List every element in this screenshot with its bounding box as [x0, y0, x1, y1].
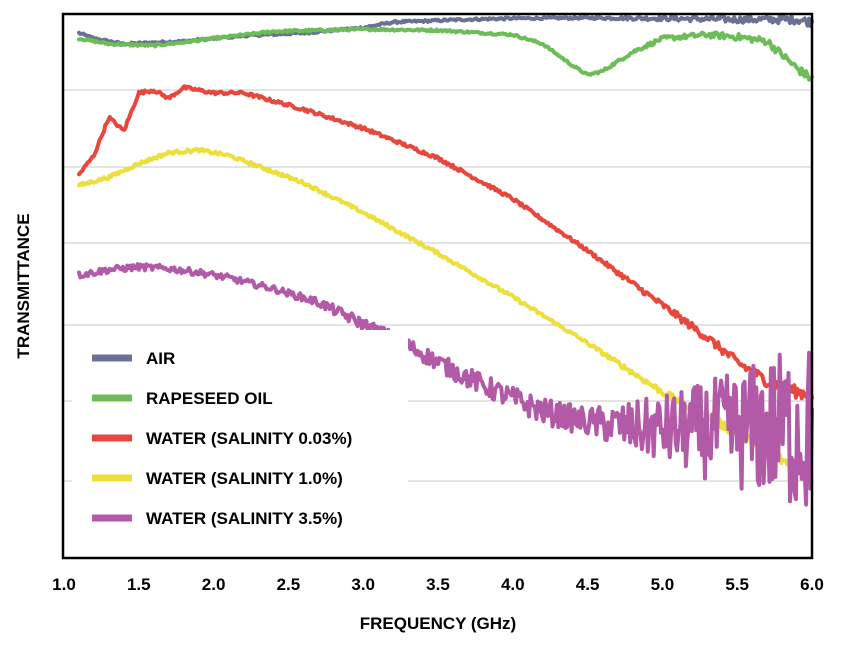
y-axis-title: TRANSMITTANCE	[14, 213, 33, 358]
x-tick-label: 6.0	[800, 575, 824, 594]
series-line-2	[77, 84, 814, 401]
x-tick-label: 2.0	[202, 575, 226, 594]
x-tick-label: 3.0	[351, 575, 375, 594]
x-axis-title: FREQUENCY (GHz)	[360, 614, 516, 633]
x-tick-label: 5.0	[651, 575, 675, 594]
x-tick-label: 5.5	[725, 575, 749, 594]
x-tick-label: 2.5	[277, 575, 301, 594]
x-tick-label: 4.0	[501, 575, 525, 594]
series-lines	[77, 13, 814, 507]
legend-label: WATER (SALINITY 0.03%)	[146, 429, 352, 448]
x-tick-label: 1.0	[52, 575, 76, 594]
legend-label: AIR	[146, 349, 175, 368]
x-axis-ticks: 1.0 1.5 2.0 2.5 3.0 3.5 4.0 4.5 5.0 5.5 6.0	[52, 575, 824, 594]
series-line-1	[77, 26, 814, 82]
x-tick-label: 1.5	[127, 575, 151, 594]
x-tick-label: 3.5	[426, 575, 450, 594]
plot-area-frame	[61, 12, 814, 560]
legend-label: RAPESEED OIL	[146, 389, 273, 408]
x-tick-label: 4.5	[576, 575, 600, 594]
legend-label: WATER (SALINITY 1.0%)	[146, 469, 343, 488]
legend-label: WATER (SALINITY 3.5%)	[146, 509, 343, 528]
series-line-4	[77, 262, 814, 507]
legend: AIR RAPESEED OIL WATER (SALINITY 0.03%) WAT…	[92, 349, 352, 528]
